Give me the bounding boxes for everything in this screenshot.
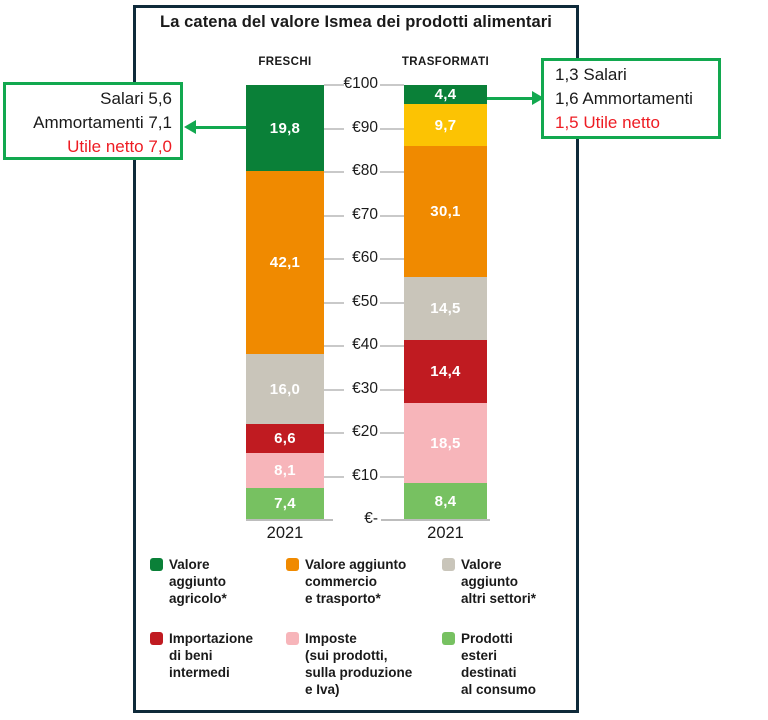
- x-label-trasformati: 2021: [427, 524, 464, 542]
- y-tick-label: €40: [352, 336, 378, 353]
- legend-swatch: [442, 558, 455, 571]
- bar-segment: 30,1: [404, 146, 487, 278]
- legend-item: Imposte (sui prodotti, sulla produzione …: [286, 630, 412, 698]
- column-header-trasformati: TRASFORMATI: [401, 56, 490, 68]
- y-tick-label: €10: [352, 466, 378, 484]
- callout-freschi: Salari 5,6 Ammortamenti 7,1 Utile netto …: [3, 82, 183, 160]
- y-tick-label: €-: [364, 510, 378, 527]
- legend-item: Importazione di beni intermedi: [150, 630, 253, 681]
- tick-line: [380, 171, 404, 173]
- bar-segment: 42,1: [246, 171, 324, 355]
- legend-label: Valore aggiunto commercio e trasporto*: [305, 557, 407, 606]
- segment-value-label: 30,1: [430, 203, 461, 221]
- y-tick-label: €90: [352, 118, 378, 136]
- tick-line: [324, 258, 344, 260]
- segment-value-label: 6,6: [274, 429, 296, 447]
- bar-segment: 7,4: [246, 487, 324, 520]
- segment-value-label: 16,0: [269, 380, 301, 398]
- column-header-freschi: FRESCHI: [258, 56, 312, 68]
- tick-line: [380, 84, 404, 86]
- bar-trasformati: 4,4 9,7 30,1 14,5 14,4 18,5 8,4: [404, 85, 487, 520]
- segment-value-label: 42,1: [269, 254, 301, 272]
- segment-value-label: 18,5: [430, 434, 461, 452]
- tick-line: [380, 432, 404, 434]
- tick-line: [324, 301, 344, 304]
- bar-segment: 14,4: [404, 340, 487, 403]
- tick-line: [324, 345, 344, 347]
- legend-swatch: [286, 632, 299, 645]
- callout-line-utile-netto: Utile netto 7,0: [67, 137, 172, 156]
- segment-value-label: 7,4: [274, 495, 296, 513]
- y-tick-label: €30: [352, 379, 378, 397]
- tick-line: [324, 127, 344, 130]
- bar-segment: 6,6: [246, 423, 324, 453]
- bar-segment: 8,4: [404, 483, 487, 520]
- chart-title: La catena del valore Ismea dei prodotti …: [160, 13, 552, 31]
- tick-line: [324, 432, 344, 434]
- bar-segment: 19,8: [246, 85, 324, 172]
- callout-arrow-left-line: [196, 126, 246, 129]
- legend-item: Prodotti esteri destinati al consumo: [442, 630, 536, 698]
- tick-line: [380, 214, 404, 217]
- tick-line: [324, 171, 344, 173]
- callout-line-utile-netto: 1,5 Utile netto: [555, 113, 660, 132]
- legend-item: Valore aggiunto agricolo*: [150, 556, 227, 607]
- legend-swatch: [150, 632, 163, 645]
- y-tick-label: €20: [352, 423, 378, 440]
- legend-label: Valore aggiunto altri settori*: [461, 557, 537, 606]
- legend-swatch: [442, 632, 455, 645]
- y-tick-label: €70: [352, 205, 378, 223]
- legend-label: Valore aggiunto agricolo*: [169, 557, 227, 606]
- segment-value-label: 14,5: [430, 300, 461, 318]
- tick-line: [324, 84, 344, 86]
- callout-arrow-right-line: [487, 97, 532, 100]
- segment-value-label: 19,8: [269, 119, 301, 137]
- segment-value-label: 4,4: [434, 86, 457, 104]
- bar-segment: 8,1: [246, 452, 324, 488]
- bar-segment: 4,4: [404, 85, 487, 105]
- y-tick-label: €60: [352, 249, 378, 266]
- legend-label: Imposte (sui prodotti, sulla produzione …: [305, 631, 413, 697]
- tick-line: [380, 388, 404, 391]
- tick-line: [380, 475, 404, 478]
- segment-value-label: 8,1: [274, 461, 296, 479]
- tick-line: [380, 258, 404, 260]
- x-axis-baseline-left: [246, 519, 333, 521]
- legend-swatch: [150, 558, 163, 571]
- callout-arrow-right-icon: [532, 91, 544, 105]
- legend-swatch: [286, 558, 299, 571]
- bar-segment: 18,5: [404, 402, 487, 484]
- bar-segment: 14,5: [404, 277, 487, 341]
- x-axis-baseline-right: [381, 519, 490, 521]
- legend-item: Valore aggiunto commercio e trasporto*: [286, 556, 406, 607]
- x-label-freschi: 2021: [266, 524, 304, 542]
- callout-line-ammortamenti: Ammortamenti 7,1: [33, 113, 172, 132]
- segment-value-label: 9,7: [434, 116, 457, 134]
- legend-label: Importazione di beni intermedi: [169, 631, 254, 680]
- y-tick-label: €50: [352, 292, 378, 310]
- tick-line: [380, 345, 404, 347]
- tick-line: [324, 388, 344, 391]
- bar-segment: 16,0: [246, 354, 324, 424]
- bar-freschi: 19,8 42,1 16,0 6,6 8,1 7,4: [246, 85, 324, 520]
- callout-line-salari: Salari 5,6: [100, 89, 172, 108]
- legend-label: Prodotti esteri destinati al consumo: [461, 631, 537, 697]
- callout-line-ammortamenti: 1,6 Ammortamenti: [555, 89, 693, 108]
- callout-line-salari: 1,3 Salari: [555, 65, 627, 84]
- bar-segment: 9,7: [404, 104, 487, 147]
- y-tick-label: €100: [343, 75, 378, 92]
- segment-value-label: 8,4: [434, 493, 457, 511]
- tick-line: [380, 127, 404, 130]
- chart-frame: [133, 5, 579, 713]
- callout-trasformati: 1,3 Salari 1,6 Ammortamenti 1,5 Utile ne…: [541, 58, 721, 139]
- segment-value-label: 14,4: [430, 363, 461, 381]
- callout-arrow-left-icon: [184, 120, 196, 134]
- tick-line: [324, 475, 344, 478]
- y-tick-label: €80: [352, 162, 378, 179]
- tick-line: [324, 214, 344, 217]
- legend-item: Valore aggiunto altri settori*: [442, 556, 536, 607]
- tick-line: [380, 301, 404, 304]
